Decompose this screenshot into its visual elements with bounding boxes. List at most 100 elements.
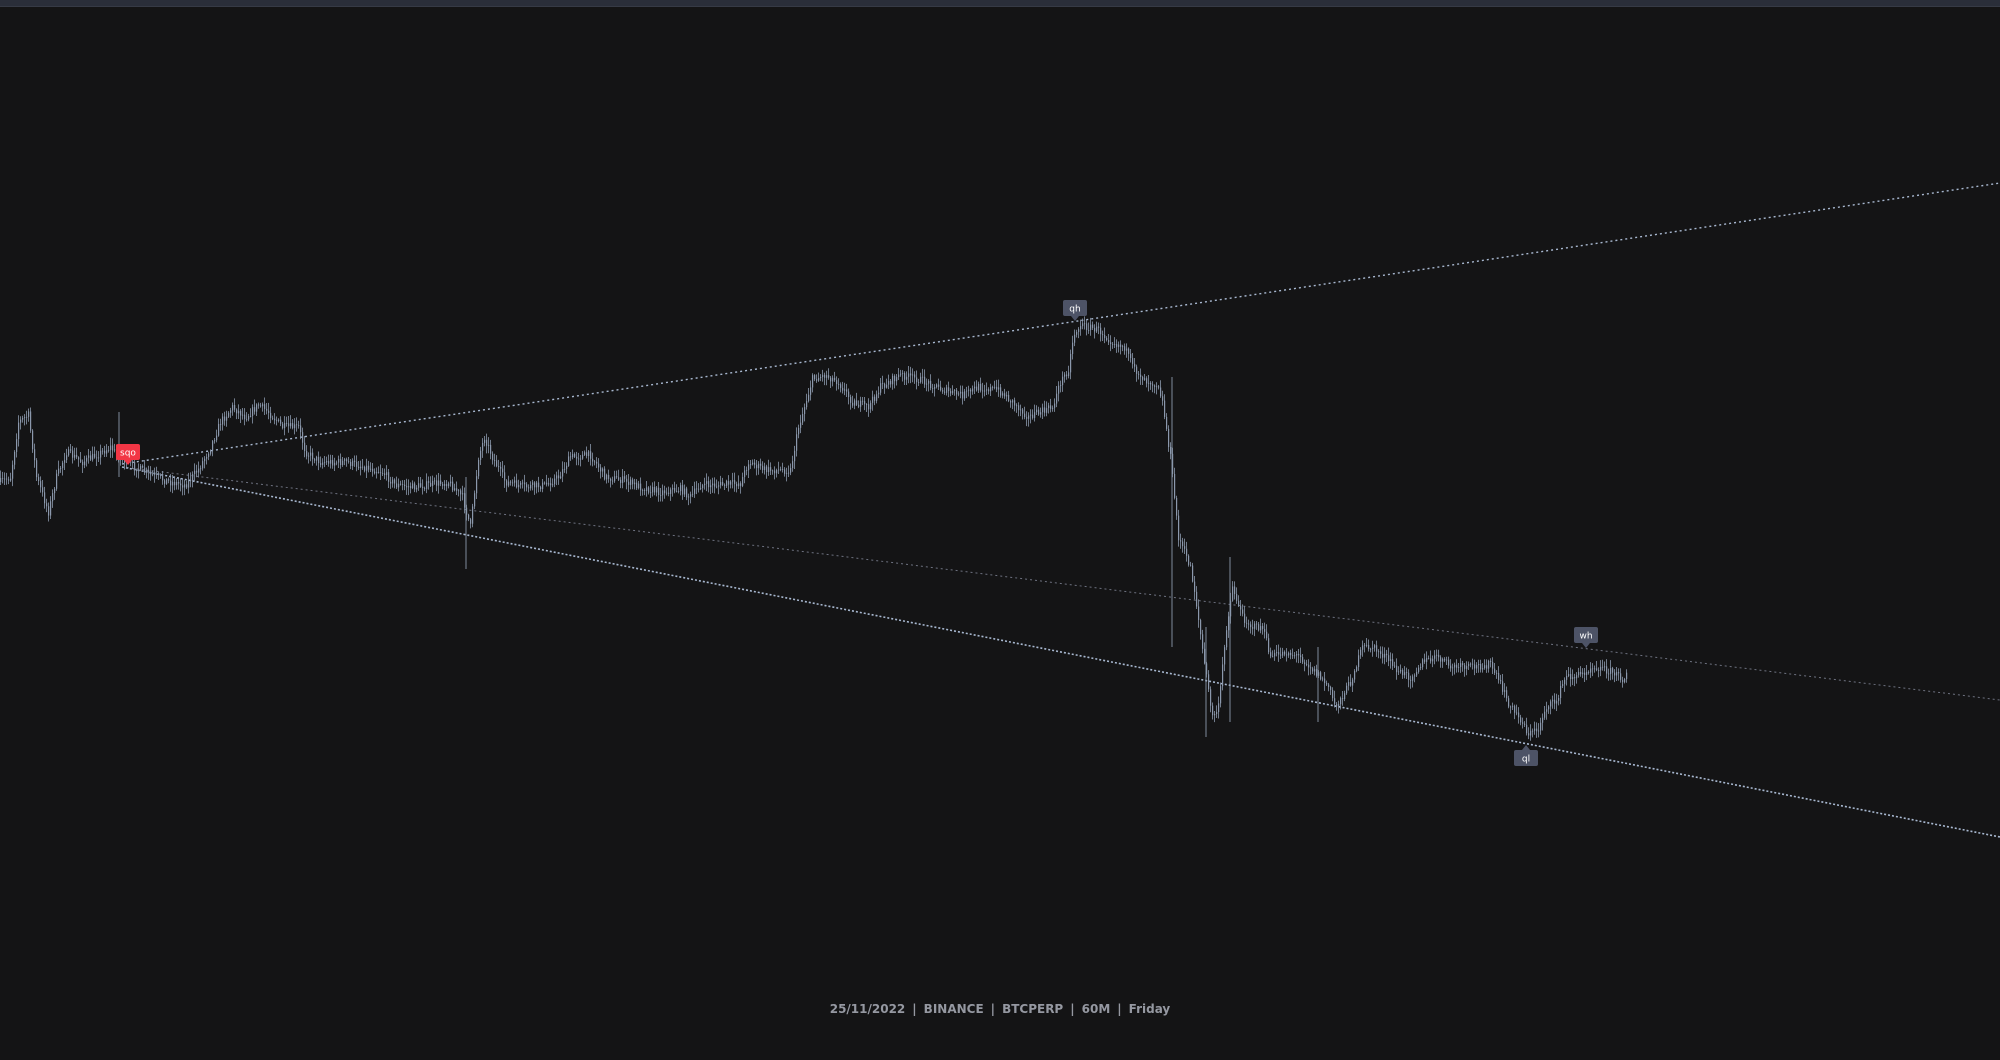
candle	[276, 416, 278, 426]
candle	[906, 371, 908, 385]
candle	[1114, 337, 1116, 348]
candle-body	[1436, 654, 1438, 656]
candle	[1382, 646, 1384, 664]
candle-body	[354, 460, 356, 462]
candle-body	[400, 483, 402, 485]
candle-body	[1448, 659, 1450, 666]
candle-body	[1408, 672, 1410, 680]
candle	[1172, 447, 1174, 478]
candle-body	[978, 383, 980, 391]
candle-body	[854, 400, 856, 406]
candle-body	[174, 481, 176, 486]
candle	[1006, 391, 1008, 402]
candle	[936, 383, 938, 389]
candle-body	[348, 461, 350, 463]
candle-body	[898, 374, 900, 378]
candle-body	[1246, 622, 1248, 624]
candle	[1426, 651, 1428, 670]
candle	[458, 488, 460, 497]
candle-body	[268, 410, 270, 413]
candle-body	[220, 423, 222, 425]
candle	[210, 449, 212, 456]
candle	[200, 465, 202, 475]
candle-body	[306, 450, 308, 457]
candle-body	[804, 407, 806, 415]
candle-body	[1564, 679, 1566, 685]
candle-body	[824, 374, 826, 378]
candle-body	[464, 493, 466, 508]
candle-body	[1096, 326, 1098, 332]
candle-body	[904, 373, 906, 380]
candle-body	[812, 375, 814, 388]
candle	[616, 470, 618, 479]
chart-area[interactable]: sqo qh wh ql	[0, 7, 2000, 1060]
candle-body	[1496, 672, 1498, 674]
candle-body	[1576, 675, 1578, 679]
candle-body	[1142, 376, 1144, 380]
candle-body	[1074, 334, 1076, 343]
candle	[578, 452, 580, 466]
candle	[580, 454, 582, 467]
candle-body	[168, 479, 170, 481]
candle-body	[496, 460, 498, 467]
candle	[712, 477, 714, 493]
candle	[610, 477, 612, 488]
candle-body	[1550, 701, 1552, 707]
candle-body	[502, 468, 504, 473]
candle-body	[392, 479, 394, 484]
candle	[1010, 399, 1012, 408]
marker-label-sqo[interactable]: sqo	[116, 444, 140, 465]
candle	[1140, 368, 1142, 385]
candle-body	[416, 487, 418, 490]
candle	[1042, 403, 1044, 419]
candle	[1026, 411, 1028, 427]
candle-body	[160, 474, 162, 476]
candle-body	[594, 461, 596, 463]
candle	[400, 480, 402, 486]
candle	[1244, 606, 1246, 628]
candle	[242, 407, 244, 420]
candle	[320, 456, 322, 468]
candle-body	[1302, 657, 1304, 663]
candle-body	[970, 389, 972, 392]
candle-body	[864, 401, 866, 405]
candle-body	[382, 473, 384, 474]
candle-body	[1610, 668, 1612, 674]
candle-body	[576, 456, 578, 459]
candle-body	[270, 412, 272, 418]
candle-body	[778, 469, 780, 471]
candle-body	[516, 480, 518, 488]
candle	[1030, 409, 1032, 424]
candle	[846, 383, 848, 397]
marker-label-wh[interactable]: wh	[1574, 627, 1598, 648]
marker-box	[116, 444, 140, 460]
candle	[1180, 533, 1182, 549]
candle-body	[1268, 638, 1270, 653]
candle-body	[1562, 684, 1564, 686]
candle-body	[278, 419, 280, 421]
candle-body	[830, 377, 832, 382]
candle	[770, 462, 772, 476]
candle	[920, 372, 922, 384]
candle-body	[926, 383, 928, 385]
candle-body	[310, 452, 312, 456]
candle	[1480, 659, 1482, 673]
candle	[54, 486, 56, 500]
candle-body	[974, 386, 976, 389]
candle	[804, 403, 806, 422]
marker-label-qh[interactable]: qh	[1063, 300, 1087, 321]
candle	[144, 459, 146, 475]
candle	[1440, 655, 1442, 668]
candle	[626, 474, 628, 490]
candle	[1364, 642, 1366, 653]
candle-body	[406, 486, 408, 488]
candle-body	[246, 419, 248, 420]
candle	[1216, 705, 1218, 719]
candle-body	[1612, 668, 1614, 673]
candle	[1308, 659, 1310, 676]
price-chart[interactable]: sqo qh wh ql	[0, 7, 2000, 1060]
candle-body	[1052, 407, 1054, 409]
candle	[344, 457, 346, 466]
marker-label-ql[interactable]: ql	[1514, 745, 1538, 766]
candle-body	[624, 476, 626, 479]
